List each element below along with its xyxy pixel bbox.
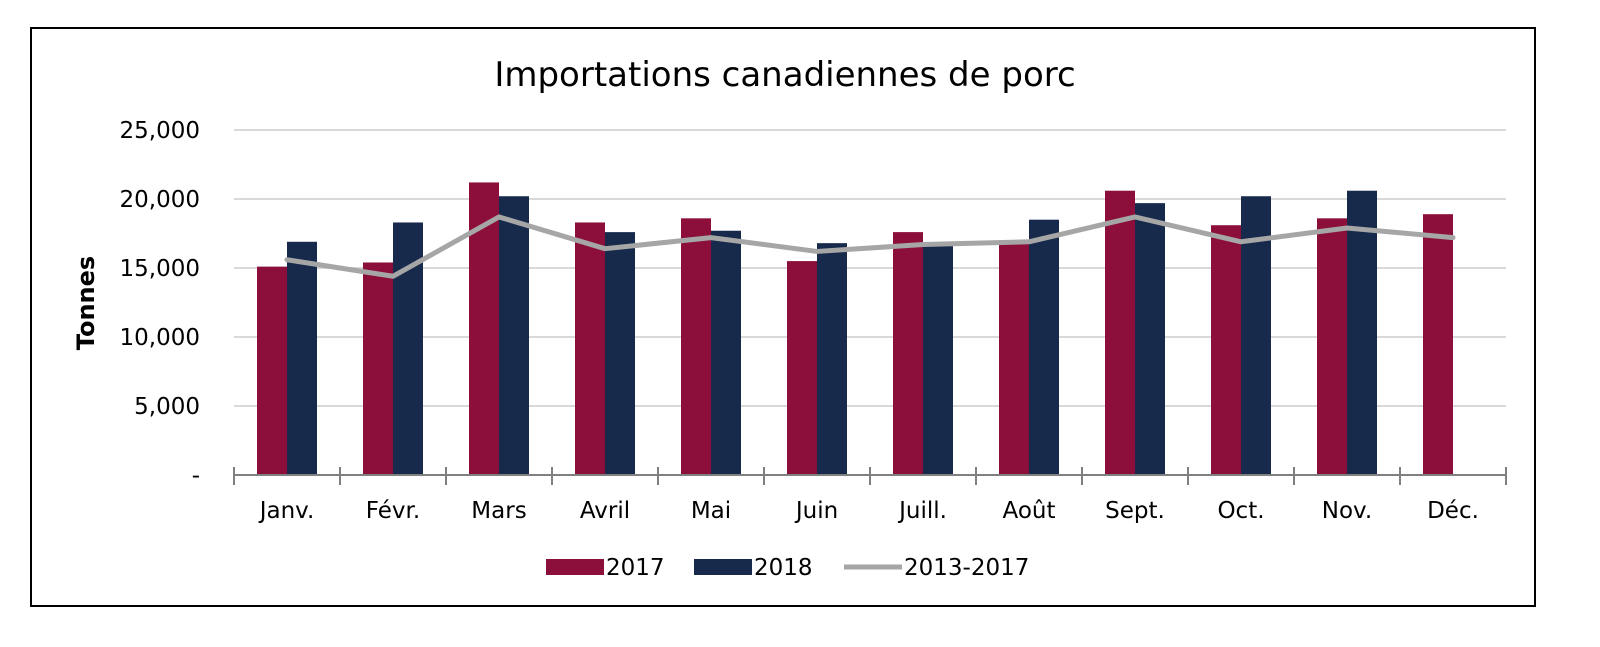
bar-2017-Mai [681, 218, 711, 475]
bar-2018-Sept. [1135, 203, 1165, 475]
bars [257, 182, 1453, 476]
y-tick-label: 15,000 [120, 256, 200, 282]
legend-swatch-2017 [546, 559, 604, 575]
chart-title: Importations canadiennes de porc [494, 55, 1075, 95]
x-tick-label: Juin [794, 498, 838, 524]
y-axis-title: Tonnes [72, 256, 100, 350]
bar-2017-Févr. [363, 262, 393, 475]
bar-2017-Juill. [893, 232, 923, 475]
x-tick-label: Mars [471, 498, 526, 524]
bar-2017-Juin [787, 261, 817, 475]
bar-2018-Avril [605, 232, 635, 475]
y-tick-label: 5,000 [134, 394, 200, 420]
bar-2018-Juill. [923, 243, 953, 475]
bar-2017-Avril [575, 222, 605, 475]
y-tick-label: - [192, 463, 200, 489]
x-tick-label: Déc. [1427, 498, 1479, 524]
bar-2018-Août [1029, 219, 1059, 475]
legend-label: 2017 [606, 555, 665, 581]
x-tick-label: Août [1003, 498, 1056, 524]
y-tick-label: 10,000 [120, 325, 200, 351]
x-axis [233, 467, 1507, 485]
line-2013-2017 [284, 214, 1456, 279]
x-tick-label: Mai [691, 498, 731, 524]
legend-swatch-2018 [694, 559, 752, 575]
bar-2017-Nov. [1317, 218, 1347, 475]
y-tick-labels: - 5,000 10,000 15,000 20,000 25,000 [120, 118, 200, 489]
x-tick-labels: Janv. Févr. Mars Avril Mai Juin Juill. Août Sept… [258, 498, 1479, 524]
bar-2018-Janv. [287, 241, 317, 475]
legend: 2017 2018 2013-2017 [546, 555, 1029, 581]
bar-2017-Janv. [257, 266, 287, 475]
bar-2017-Sept. [1105, 190, 1135, 475]
chart-svg: Importations canadiennes de porc Tonnes … [72, 55, 1507, 581]
x-tick-label: Avril [580, 498, 630, 524]
bar-2018-Mars [499, 196, 529, 476]
x-tick-label: Nov. [1322, 498, 1372, 524]
y-tick-label: 25,000 [120, 118, 200, 144]
bar-2018-Juin [817, 243, 847, 475]
y-tick-label: 20,000 [120, 187, 200, 213]
x-tick-label: Juill. [897, 498, 947, 524]
bar-2017-Oct. [1211, 225, 1241, 475]
bar-2018-Nov. [1347, 190, 1377, 475]
average-line [284, 214, 1456, 279]
x-tick-label: Févr. [366, 498, 420, 524]
bar-2017-Déc. [1423, 214, 1453, 475]
bar-2018-Mai [711, 230, 741, 475]
x-tick-label: Sept. [1105, 498, 1165, 524]
legend-label: 2018 [754, 555, 813, 581]
x-tick-label: Janv. [258, 498, 315, 524]
bar-2017-Août [999, 240, 1029, 475]
gridlines [234, 129, 1506, 407]
legend-label: 2013-2017 [904, 555, 1029, 581]
x-tick-label: Oct. [1217, 498, 1264, 524]
chart-frame: Importations canadiennes de porc Tonnes … [30, 27, 1536, 607]
